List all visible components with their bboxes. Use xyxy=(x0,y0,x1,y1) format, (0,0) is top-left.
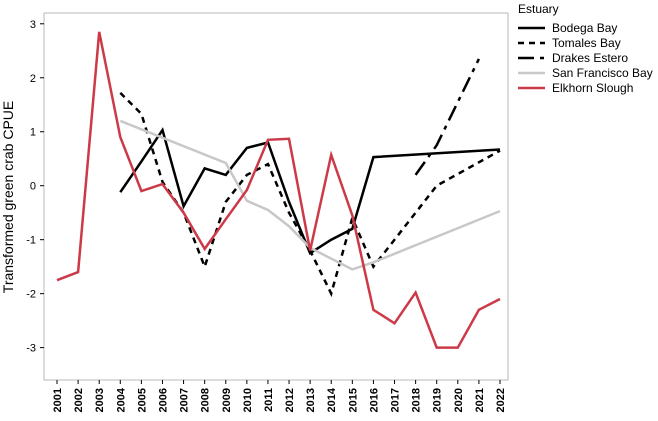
x-tick-label: 2001 xyxy=(52,388,64,412)
x-tick-label: 2011 xyxy=(263,388,275,412)
x-tick-label: 2017 xyxy=(390,388,402,412)
series-line-drakes-estero xyxy=(414,58,481,176)
x-tick-label: 2009 xyxy=(221,388,233,412)
x-tick-label: 2020 xyxy=(453,388,465,412)
y-tick-label: 2 xyxy=(30,73,36,85)
x-tick-label: 2019 xyxy=(432,388,444,412)
x-tick-label: 2007 xyxy=(179,388,191,412)
y-tick-label: -3 xyxy=(26,343,36,355)
legend-label: San Francisco Bay xyxy=(552,66,653,80)
x-tick-label: 2008 xyxy=(200,388,212,412)
y-tick-label: 1 xyxy=(30,127,36,139)
plot-frame xyxy=(43,12,509,381)
series-line-tomales-bay xyxy=(119,92,501,298)
x-tick-label: 2005 xyxy=(136,388,148,412)
x-tick-label: 2014 xyxy=(326,387,338,412)
x-tick-label: 2003 xyxy=(94,388,106,412)
series-line-elkhorn-slough xyxy=(56,31,501,349)
x-tick-label: 2002 xyxy=(73,388,85,412)
y-tick-label: -1 xyxy=(26,235,36,247)
x-axis: 2001 2002 2003 2004 2005 2006 2007 2008 2009 2010… xyxy=(52,380,507,412)
y-axis: -3 -2 -1 0 1 2 3 xyxy=(26,19,44,355)
y-tick-label: 0 xyxy=(30,181,36,193)
y-tick-label: 3 xyxy=(30,19,36,31)
legend-label: Tomales Bay xyxy=(552,36,621,50)
x-tick-label: 2010 xyxy=(242,388,254,412)
y-tick-label: -2 xyxy=(26,289,36,301)
x-tick-label: 2012 xyxy=(284,388,296,412)
legend-label: Drakes Estero xyxy=(552,51,628,65)
legend-label: Elkhorn Slough xyxy=(552,81,633,95)
x-tick-label: 2015 xyxy=(347,388,359,412)
x-tick-label: 2018 xyxy=(411,388,423,412)
x-tick-label: 2006 xyxy=(157,388,169,412)
x-tick-label: 2022 xyxy=(495,388,507,412)
x-tick-label: 2013 xyxy=(305,388,317,412)
legend-title: Estuary xyxy=(518,2,559,16)
x-tick-label: 2021 xyxy=(474,388,486,412)
y-axis-title: Transformed green crab CPUE xyxy=(0,101,16,293)
x-tick-label: 2004 xyxy=(115,387,127,412)
legend-label: Bodega Bay xyxy=(552,21,617,35)
x-tick-label: 2016 xyxy=(368,388,380,412)
series-layer xyxy=(56,31,501,349)
